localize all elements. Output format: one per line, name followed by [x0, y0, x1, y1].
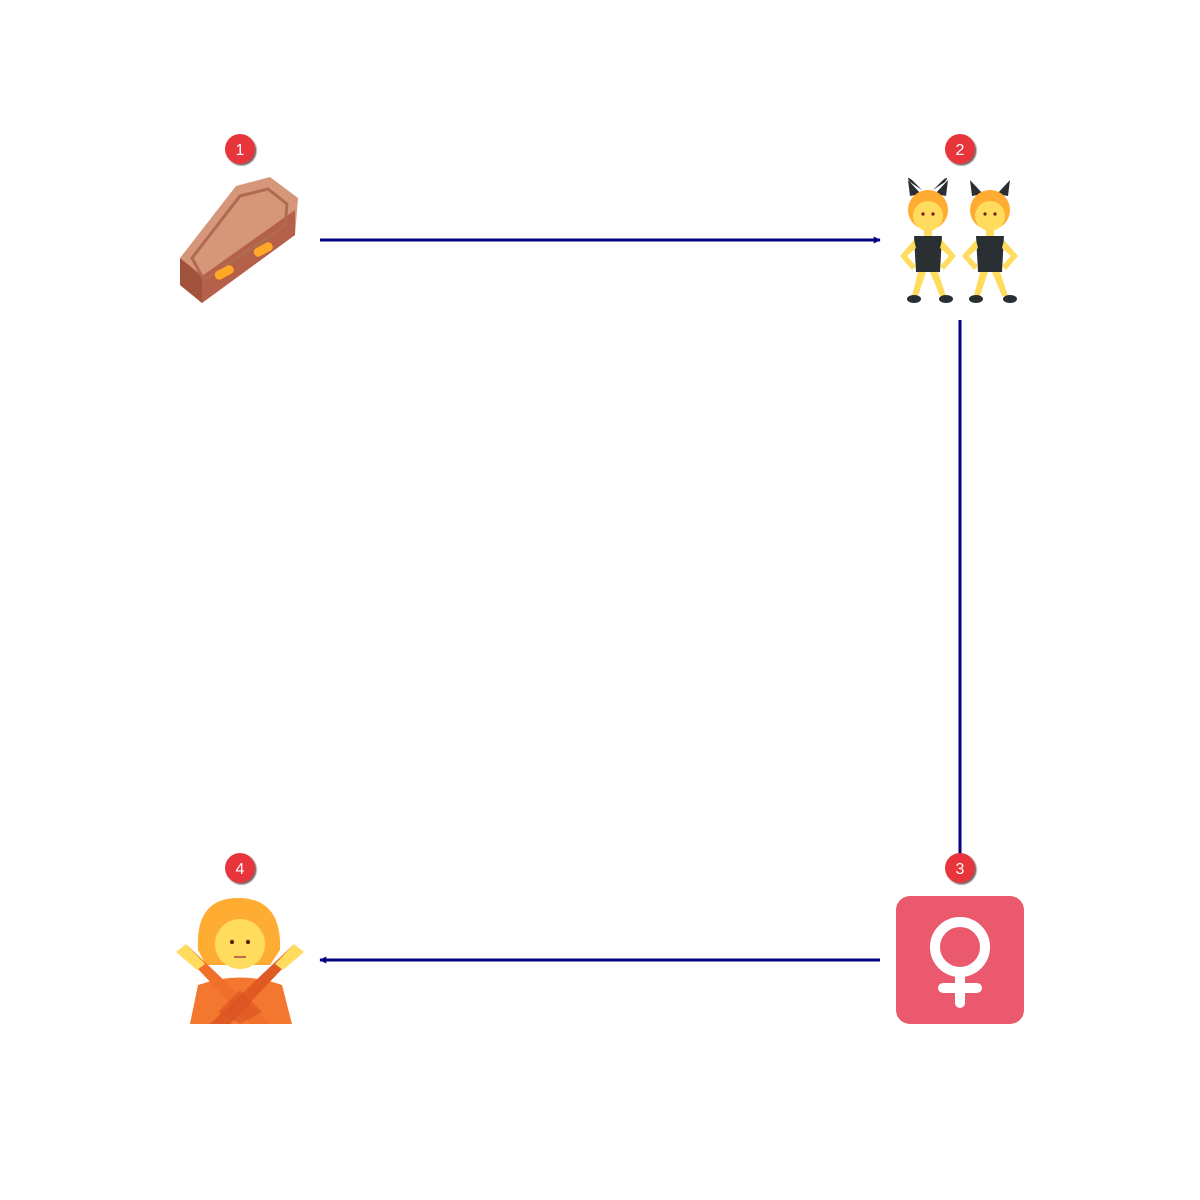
step-number: 4 [236, 861, 245, 878]
step-badge: 3 [945, 853, 975, 883]
node-4[interactable]: 4 [176, 853, 304, 1024]
step-number: 1 [236, 142, 245, 159]
person-gesturing-no-icon [176, 898, 304, 1024]
step-badge: 2 [945, 134, 975, 164]
node-2[interactable]: 2 [900, 134, 1018, 303]
step-number: 3 [956, 861, 965, 878]
female-sign-icon [896, 896, 1024, 1024]
edges [319, 236, 962, 964]
step-badge: 1 [225, 134, 255, 164]
coffin-icon [180, 177, 298, 303]
women-with-bunny-ears-icon [900, 177, 1018, 303]
node-1[interactable]: 1 [180, 134, 298, 303]
node-3[interactable]: 3 [896, 853, 1024, 1024]
step-badge: 4 [225, 853, 255, 883]
step-number: 2 [956, 142, 965, 159]
